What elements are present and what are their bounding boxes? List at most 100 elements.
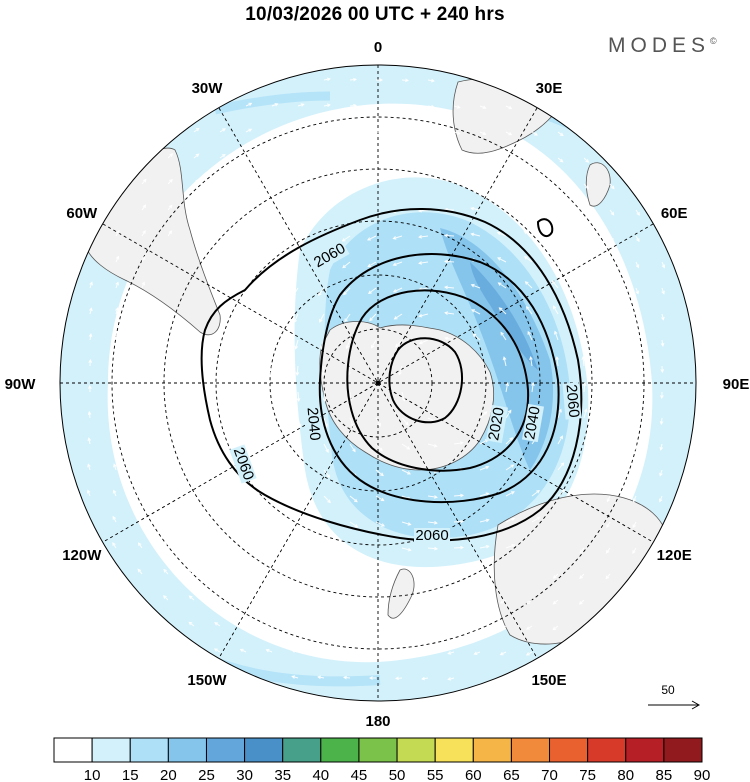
wind-arrowhead <box>606 498 611 503</box>
wind-arrow <box>393 261 403 266</box>
wind-arrowhead <box>511 491 515 495</box>
wind-arrowhead <box>342 264 346 269</box>
wind-arrow <box>557 409 562 419</box>
wind-arrowhead <box>634 342 639 347</box>
wind-arrow <box>348 365 351 375</box>
longitude-label: 90W <box>5 376 37 393</box>
wind-arrowhead <box>559 185 564 189</box>
colorbar-swatch <box>549 737 589 763</box>
wind-arrow <box>525 281 533 289</box>
longitude-label: 60E <box>661 205 688 222</box>
wind-arrowhead <box>367 263 372 267</box>
wind-arrow <box>419 261 429 264</box>
colorbar-label: 90 <box>694 767 711 782</box>
wind-arrowhead <box>368 676 373 680</box>
wind-arrow <box>500 332 507 341</box>
wind-arrow <box>401 469 411 475</box>
wind-arrowhead <box>168 204 173 209</box>
wind-arrow <box>375 417 381 427</box>
wind-reference-arrowhead <box>691 700 701 710</box>
wind-reference: 50 <box>648 683 701 710</box>
wind-arrowhead <box>326 103 331 108</box>
wind-arrow <box>419 313 429 317</box>
wind-arrowhead <box>605 575 610 580</box>
wind-arrowhead <box>395 343 399 348</box>
wind-arrowhead <box>580 330 584 335</box>
wind-arrowhead <box>352 448 356 453</box>
brand-text: MODES <box>608 34 711 57</box>
wind-arrow <box>505 437 513 445</box>
wind-arrowhead <box>561 488 566 493</box>
wind-arrow <box>318 287 325 296</box>
wind-arrowhead <box>327 499 331 504</box>
wind-arrow <box>427 495 437 498</box>
wind-arrowhead <box>368 650 373 654</box>
wind-arrow <box>472 333 481 341</box>
wind-arrowhead <box>381 523 386 527</box>
wind-arrow <box>557 435 563 445</box>
wind-arrowhead <box>470 206 475 211</box>
colorbar-swatch <box>434 737 474 763</box>
wind-arrowhead <box>552 575 557 579</box>
wind-arrowhead <box>248 154 253 158</box>
colorbar-label: 30 <box>236 767 253 782</box>
wind-arrowhead <box>579 304 583 309</box>
wind-arrow <box>367 261 377 267</box>
wind-arrowhead <box>366 237 371 241</box>
wind-arrowhead <box>418 234 422 239</box>
wind-arrowhead <box>116 229 120 234</box>
wind-arrowhead <box>508 158 513 162</box>
wind-arrowhead <box>499 651 504 656</box>
wind-arrowhead <box>326 129 331 134</box>
wind-arrowhead <box>239 622 244 626</box>
wind-arrow <box>524 256 533 263</box>
wind-arrowhead <box>295 372 300 377</box>
wind-arrow <box>505 544 515 549</box>
wind-arrowhead <box>485 492 490 496</box>
wind-arrowhead <box>269 372 274 377</box>
wind-arrowhead <box>434 520 438 525</box>
wind-arrow <box>418 209 429 212</box>
wind-arrowhead <box>115 307 119 312</box>
wind-arrow <box>344 313 351 322</box>
wind-arrowhead <box>661 290 665 295</box>
contour-label: 2040 <box>304 407 324 442</box>
wind-arrow <box>349 417 354 427</box>
wind-arrowhead <box>473 625 478 630</box>
wind-arrowhead <box>418 340 423 345</box>
wind-arrowhead <box>113 437 117 442</box>
colorbar-swatch <box>625 737 665 763</box>
wind-arrowhead <box>291 649 296 653</box>
wind-arrowhead <box>610 185 615 190</box>
wind-arrowhead <box>559 158 564 163</box>
colorbar-label: 40 <box>312 767 329 782</box>
wind-arrowhead <box>88 384 92 389</box>
colorbar-label: 85 <box>656 767 673 782</box>
map-title: 10/03/2026 00 UTC + 240 hrs <box>245 4 505 25</box>
longitude-label: 30W <box>192 80 224 97</box>
wind-arrowhead <box>142 178 147 183</box>
wind-arrowhead <box>163 568 167 573</box>
wind-arrowhead <box>525 305 530 310</box>
longitude-label: 180 <box>365 713 390 730</box>
wind-arrow <box>271 417 275 427</box>
wind-arrowhead <box>499 626 504 630</box>
wind-arrow <box>479 411 487 419</box>
wind-arrowhead <box>635 290 639 295</box>
wind-arrow <box>479 545 489 549</box>
wind-arrow <box>323 443 329 453</box>
wind-arrowhead <box>660 342 665 347</box>
wind-arrow <box>375 443 383 451</box>
wind-reference-label: 50 <box>661 683 675 697</box>
wind-arrow <box>401 417 409 426</box>
wind-arrowhead <box>606 524 610 528</box>
wind-arrowhead <box>434 546 439 551</box>
colorbar-swatch <box>244 737 284 763</box>
wind-arrow <box>479 519 489 523</box>
wind-arrow <box>319 313 325 323</box>
wind-arrowhead <box>326 77 331 82</box>
wind-arrow <box>367 235 377 241</box>
longitude-label: 0 <box>374 39 382 56</box>
colorbar-swatch <box>129 737 169 763</box>
wind-arrowhead <box>369 317 373 322</box>
